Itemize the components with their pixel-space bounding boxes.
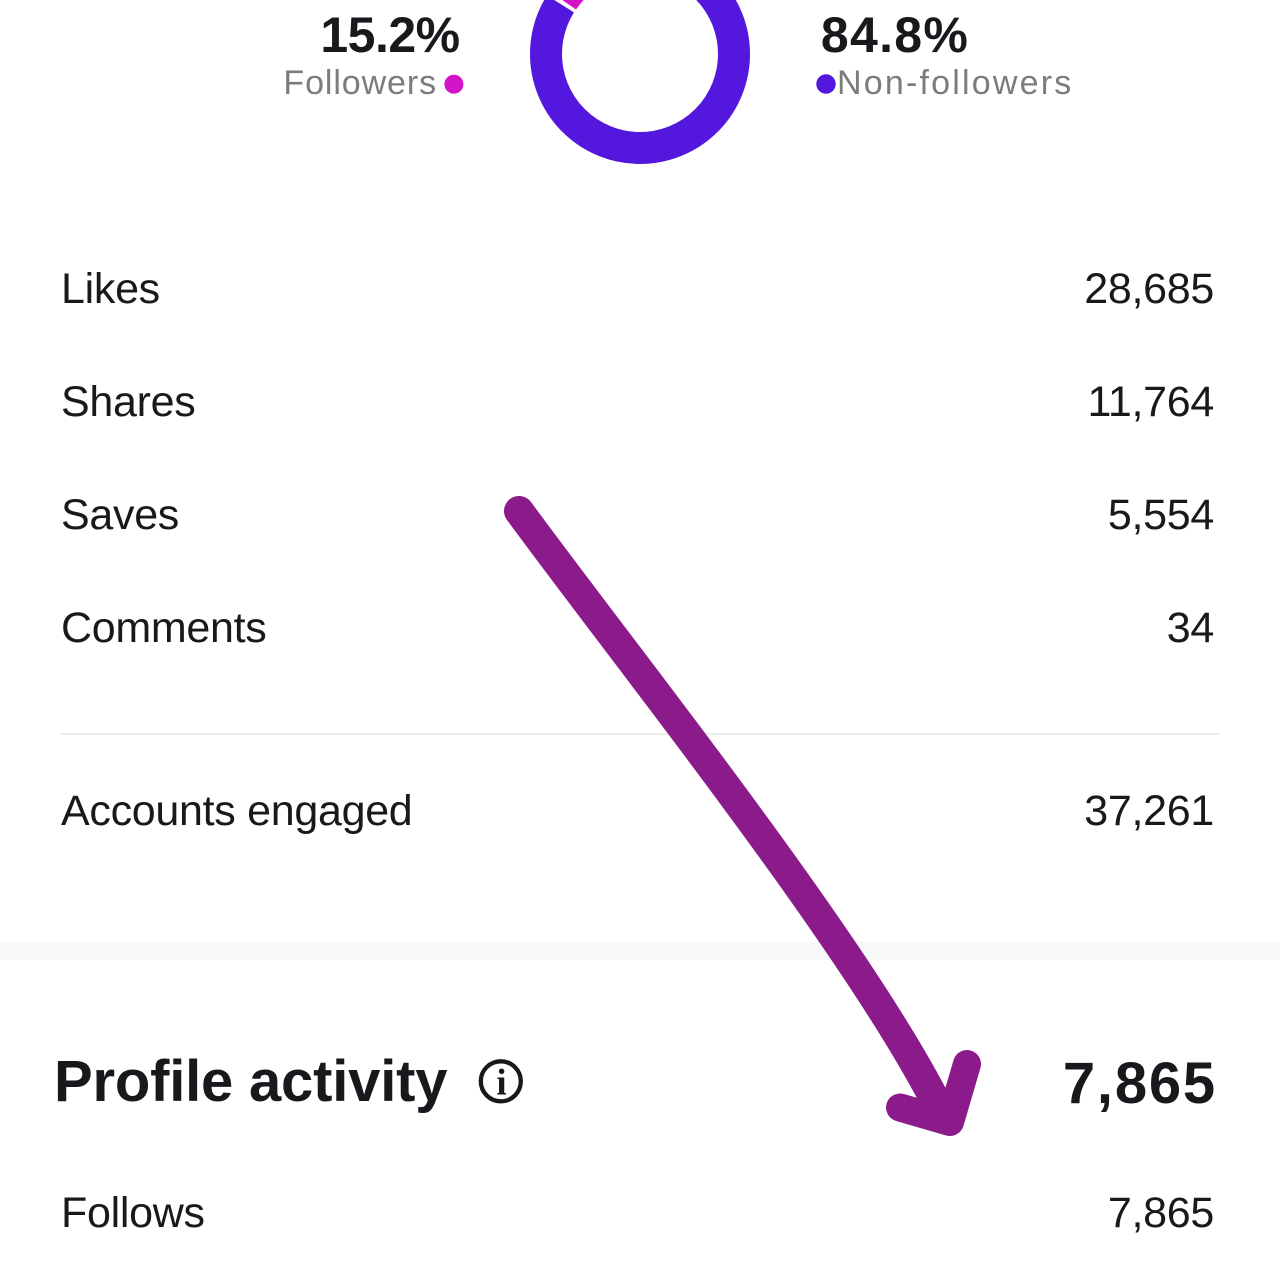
svg-text:i: i [496, 1063, 506, 1104]
